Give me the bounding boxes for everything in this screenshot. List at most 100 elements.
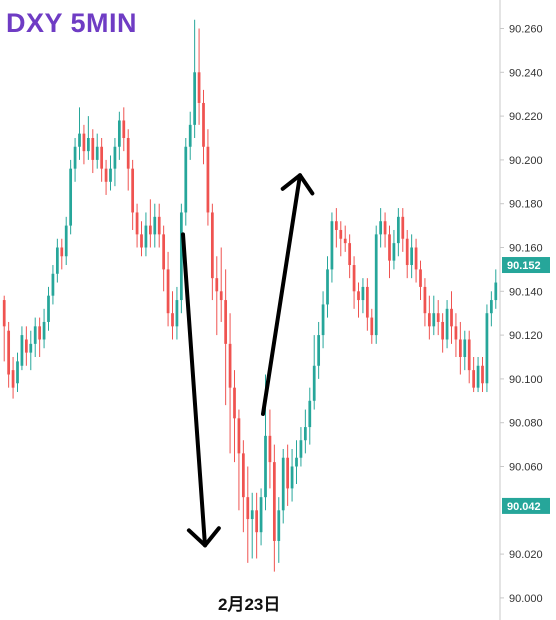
candle-body <box>494 282 498 301</box>
candle-body <box>246 497 250 520</box>
candle-body <box>153 216 157 235</box>
arrow-up-head <box>280 173 315 196</box>
candle-body <box>308 400 312 428</box>
candle-body <box>69 168 73 226</box>
candle-body <box>432 313 436 327</box>
candle-body <box>281 457 285 511</box>
candle-body <box>11 370 15 388</box>
candle-body <box>361 286 365 301</box>
candle-body <box>365 286 369 318</box>
tick-label: 90.000 <box>509 593 543 605</box>
candle-body <box>348 243 352 266</box>
candle-body <box>2 300 6 327</box>
candle-body <box>472 370 476 388</box>
candle-body <box>401 216 405 239</box>
candle-body <box>148 225 152 235</box>
candle-body <box>264 435 267 498</box>
candle-body <box>352 265 356 292</box>
candle-body <box>104 168 108 182</box>
arrow-down-head <box>186 526 221 548</box>
candle-body <box>179 212 183 301</box>
candle-body <box>414 247 418 270</box>
candle-body <box>268 435 272 463</box>
candle-body <box>162 234 166 270</box>
candle-body <box>303 427 307 441</box>
tick-label: 90.100 <box>509 374 543 386</box>
candle-body <box>277 510 281 541</box>
candle-body <box>427 313 431 327</box>
candle-body <box>144 225 148 248</box>
candle-body <box>290 466 294 489</box>
tick-label: 90.020 <box>509 549 543 561</box>
price-badge <box>502 257 550 274</box>
candle-body <box>78 133 81 147</box>
tick-label: 90.200 <box>509 155 543 167</box>
candle-body <box>64 225 68 257</box>
candle-body <box>374 234 378 336</box>
candle-body <box>410 247 414 266</box>
tick-label: 90.160 <box>509 243 543 255</box>
candle-body <box>454 326 458 340</box>
candle-body <box>73 146 77 169</box>
candle-body <box>233 387 236 419</box>
candle-body <box>379 221 383 235</box>
chart-title: DXY 5MIN <box>6 8 138 38</box>
annotation-arrows <box>181 173 315 548</box>
tick-label: 90.060 <box>509 462 543 474</box>
candle-body <box>166 269 170 314</box>
candle-body <box>171 313 174 327</box>
candle-body <box>188 124 192 147</box>
candle-body <box>272 462 276 541</box>
arrow-up-shaft <box>261 173 302 416</box>
candle-body <box>299 440 303 458</box>
candle-body <box>206 146 210 213</box>
price-badge-label: 90.152 <box>507 260 541 272</box>
candle-body <box>24 339 28 353</box>
candle-body <box>330 221 334 270</box>
candle-body <box>135 212 139 235</box>
candle-body <box>184 146 188 213</box>
tick-label: 90.260 <box>509 24 543 36</box>
candle-body <box>458 339 462 357</box>
candle-body <box>392 243 396 261</box>
candle-body <box>357 291 360 301</box>
candle-body <box>419 269 422 287</box>
tick-label: 90.240 <box>509 67 543 79</box>
candle-body <box>334 221 338 230</box>
candle-body <box>436 313 440 322</box>
candles-layer <box>2 19 498 572</box>
tick-label: 90.180 <box>509 199 543 211</box>
candle-body <box>29 343 33 353</box>
date-label: 2月23日 <box>214 590 285 615</box>
candle-body <box>224 300 228 344</box>
candle-body <box>370 317 374 336</box>
candle-body <box>441 321 445 340</box>
candle-body <box>109 168 112 182</box>
candle-body <box>237 418 241 454</box>
candle-body <box>210 212 214 279</box>
candle-body <box>42 321 46 340</box>
candle-body <box>219 291 223 301</box>
candle-body <box>312 365 316 401</box>
candle-body <box>175 300 179 327</box>
tick-label: 90.220 <box>509 111 543 123</box>
price-badges: 90.152 90.042 <box>502 257 550 514</box>
candle-body <box>95 146 99 160</box>
candle-body <box>423 286 427 314</box>
candle-body <box>51 273 55 296</box>
candle-body <box>197 72 201 103</box>
candle-body <box>157 216 161 235</box>
candle-body <box>193 72 197 125</box>
candle-body <box>463 339 467 357</box>
candle-body <box>467 339 471 371</box>
candle-body <box>317 335 321 366</box>
price-badge <box>502 497 550 514</box>
candle-body <box>126 138 130 169</box>
candle-body <box>405 238 409 266</box>
candle-body <box>47 295 50 322</box>
price-badge-label: 90.042 <box>507 501 541 513</box>
candle-body <box>450 308 453 327</box>
candle-body <box>20 335 24 366</box>
candle-body <box>140 234 143 248</box>
